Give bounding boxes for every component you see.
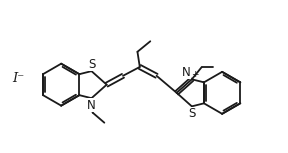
Text: S: S [188, 107, 196, 120]
Text: +: + [191, 70, 198, 79]
Text: N: N [87, 99, 96, 112]
Text: S: S [88, 58, 95, 71]
Text: N: N [182, 66, 191, 79]
Text: I⁻: I⁻ [12, 72, 24, 85]
